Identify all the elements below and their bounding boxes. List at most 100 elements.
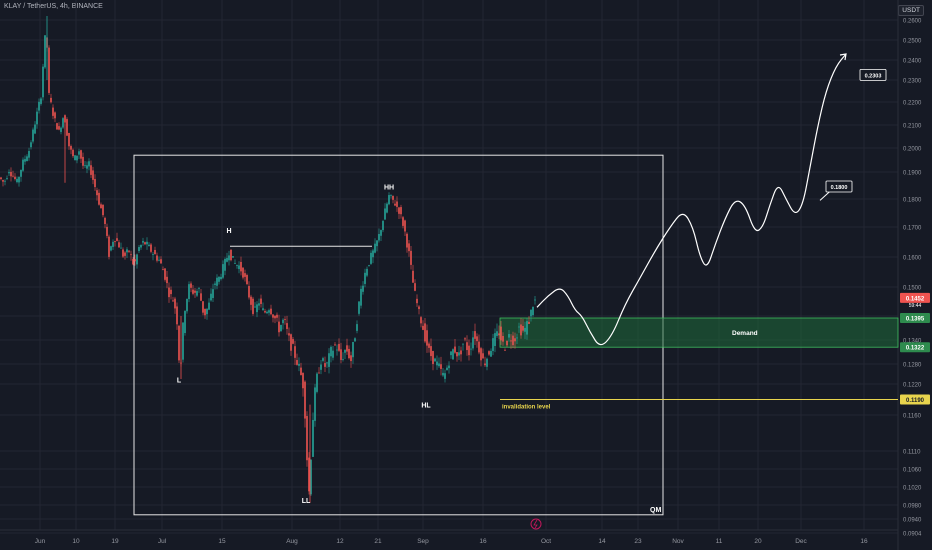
candle <box>330 346 332 357</box>
candle <box>416 298 418 304</box>
candle <box>426 330 428 346</box>
candle <box>124 252 126 256</box>
candle <box>422 325 424 330</box>
candle <box>114 241 116 243</box>
structure-label: HH <box>384 185 394 192</box>
candle <box>238 265 240 270</box>
candle <box>156 255 158 261</box>
x-tick-label: Jul <box>158 538 167 545</box>
x-tick-label: 19 <box>111 538 119 545</box>
candle <box>492 338 494 351</box>
candle <box>168 287 170 298</box>
candle <box>300 367 302 375</box>
candle <box>150 244 152 252</box>
invalidation-label: invalidation level <box>502 405 551 411</box>
invalidation-tag-bg <box>900 394 930 405</box>
candle <box>92 170 94 180</box>
candle <box>450 351 452 356</box>
candle <box>292 339 294 344</box>
candle <box>98 192 100 205</box>
candle <box>484 363 486 366</box>
candle <box>296 360 298 365</box>
candle <box>56 123 58 130</box>
candle <box>312 419 314 457</box>
candle <box>354 338 356 342</box>
candle <box>140 244 142 248</box>
candle <box>526 321 528 335</box>
candle <box>62 118 64 128</box>
y-tick-label: 0.0940 <box>903 518 922 524</box>
candle <box>452 349 454 360</box>
candle <box>520 324 522 336</box>
structure-label: LL <box>302 498 311 505</box>
candle <box>166 276 168 284</box>
y-tick-label: 0.1220 <box>903 383 922 389</box>
candle <box>302 373 304 389</box>
demand-bottom-tag: 0.1322 <box>906 346 925 352</box>
candle <box>438 363 440 367</box>
candle <box>96 190 98 196</box>
candle <box>366 268 368 276</box>
candle <box>182 322 184 360</box>
candle <box>398 207 400 214</box>
candle <box>172 300 174 302</box>
candle <box>496 331 498 336</box>
candle <box>458 352 460 356</box>
candle <box>378 233 380 241</box>
y-tick-label: 0.1800 <box>903 198 922 204</box>
candle <box>104 217 106 224</box>
candle <box>278 321 280 333</box>
candle <box>358 301 360 314</box>
candle <box>342 359 344 360</box>
y-tick-label: 0.1020 <box>903 486 922 492</box>
candle <box>178 325 180 361</box>
candle <box>22 159 24 171</box>
candle <box>494 333 496 346</box>
candle <box>54 112 56 119</box>
candle <box>134 259 136 262</box>
candle <box>454 346 456 353</box>
candle <box>468 345 470 356</box>
candle <box>464 338 466 340</box>
candle <box>4 180 6 182</box>
y-tick-label: 0.1500 <box>903 286 922 292</box>
y-tick-label: 0.1700 <box>903 226 922 232</box>
candle <box>138 247 140 252</box>
y-tick-label: 0.1900 <box>903 171 922 177</box>
currency-button[interactable]: USDT <box>898 5 924 16</box>
candle <box>24 159 26 162</box>
candle <box>446 367 448 371</box>
candle <box>264 311 266 313</box>
candle <box>456 352 458 357</box>
candle <box>102 204 104 216</box>
lightning-icon <box>533 519 538 529</box>
candle <box>376 240 378 247</box>
y-tick-label: 0.2500 <box>903 39 922 45</box>
candle <box>260 298 262 304</box>
candle <box>308 457 310 492</box>
candle <box>246 274 248 285</box>
candle <box>470 348 472 350</box>
candle <box>382 220 384 231</box>
candle <box>304 381 306 419</box>
invalidation-tag: 0.1190 <box>906 398 925 404</box>
candle <box>390 194 392 196</box>
candle <box>106 226 108 236</box>
candle <box>290 334 292 351</box>
y-tick-label: 0.2100 <box>903 124 922 130</box>
candle <box>334 344 336 346</box>
candle <box>392 195 394 200</box>
candle <box>424 323 426 342</box>
candle <box>274 315 276 319</box>
candle <box>162 269 164 271</box>
candle <box>254 306 256 308</box>
candle <box>384 208 386 220</box>
candle <box>522 326 524 331</box>
candle <box>158 259 160 261</box>
countdown-label: 59:44 <box>909 303 922 309</box>
candle <box>482 353 484 359</box>
candle <box>502 336 504 342</box>
candle <box>36 111 38 125</box>
candle <box>208 302 210 310</box>
